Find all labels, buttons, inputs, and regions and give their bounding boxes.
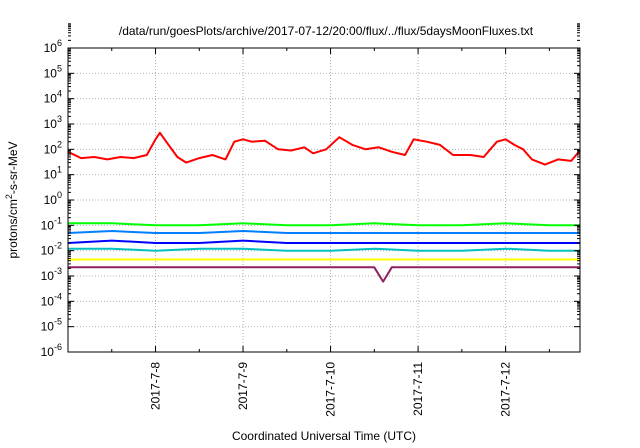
y-tick-label-base: 10 (41, 244, 55, 258)
x-axis-label: Coordinated Universal Time (UTC) (232, 429, 416, 443)
series-line-6 (68, 266, 580, 283)
y-axis-label-sup: 2 (4, 194, 14, 199)
x-tick-label: 2017-7-10 (324, 362, 338, 417)
y-tick-label-exp: -4 (54, 291, 62, 301)
y-tick-label-base: 10 (44, 117, 58, 131)
y-tick-label: 10-1 (41, 215, 62, 232)
y-tick-label: 10-5 (41, 317, 62, 334)
series-line-1 (68, 222, 580, 227)
series-layer (67, 131, 581, 283)
y-tick-label-base: 10 (41, 345, 55, 359)
series-line-4 (68, 247, 580, 252)
y-tick-label: 101 (44, 165, 62, 182)
y-tick-label: 106 (44, 38, 62, 55)
y-tick-label-exp: 6 (57, 38, 62, 48)
y-tick-label-base: 10 (44, 168, 58, 182)
y-tick-label-base: 10 (44, 142, 58, 156)
y-tick-label-exp: 5 (57, 63, 62, 73)
x-tick-label: 2017-7-11 (411, 362, 425, 416)
series-line-2 (67, 230, 580, 234)
y-tick-label-exp: -2 (54, 241, 62, 251)
y-tick-label: 10-4 (41, 291, 62, 308)
y-tick-label-exp: 3 (57, 114, 62, 124)
y-tick-label: 103 (44, 114, 62, 131)
y-axis-label-pre: protons/cm (6, 199, 20, 258)
y-tick-label-exp: -6 (54, 342, 62, 352)
y-tick-label-base: 10 (41, 269, 55, 283)
y-tick-label-exp: -5 (54, 317, 62, 327)
y-tick-label-base: 10 (44, 41, 58, 55)
y-tick-label-exp: 2 (57, 139, 62, 149)
y-axis-label-post: -s-sr-MeV (6, 141, 20, 194)
y-tick-label-base: 10 (41, 294, 55, 308)
y-tick-label: 10-2 (41, 241, 62, 258)
y-tick-label-base: 10 (44, 66, 58, 80)
y-axis-label: protons/cm2-s-sr-MeV (4, 141, 20, 258)
y-tick-label: 10-3 (41, 266, 62, 283)
y-tick-label-exp: -3 (54, 266, 62, 276)
series-line-0 (67, 131, 581, 166)
y-tick-label: 105 (44, 63, 62, 80)
y-tick-label: 102 (44, 139, 62, 156)
y-tick-label-exp: 1 (57, 165, 62, 175)
y-tick-label-base: 10 (44, 92, 58, 106)
y-tick-label-exp: 0 (57, 190, 62, 200)
y-tick-label-exp: -1 (54, 215, 62, 225)
x-tick-label: 2017-7-9 (236, 362, 250, 410)
chart-title: /data/run/goesPlots/archive/2017-07-12/2… (119, 24, 534, 38)
x-tick-label: 2017-7-8 (149, 362, 163, 410)
x-tick-label: 2017-7-12 (499, 362, 513, 417)
y-tick-label-base: 10 (41, 218, 55, 232)
y-tick-label: 100 (44, 190, 62, 207)
y-tick-label-base: 10 (41, 320, 55, 334)
y-axis: 10610510410310210110010-110-210-310-410-… (41, 23, 580, 359)
y-tick-label: 10-6 (41, 342, 62, 359)
series-line-3 (67, 239, 580, 244)
x-axis: 2017-7-8 2017-7-9 2017-7-10 2017-7-11 2017-7… (111, 48, 550, 417)
y-tick-label-exp: 4 (57, 89, 62, 99)
y-tick-label: 104 (44, 89, 62, 106)
y-tick-label-base: 10 (44, 193, 58, 207)
